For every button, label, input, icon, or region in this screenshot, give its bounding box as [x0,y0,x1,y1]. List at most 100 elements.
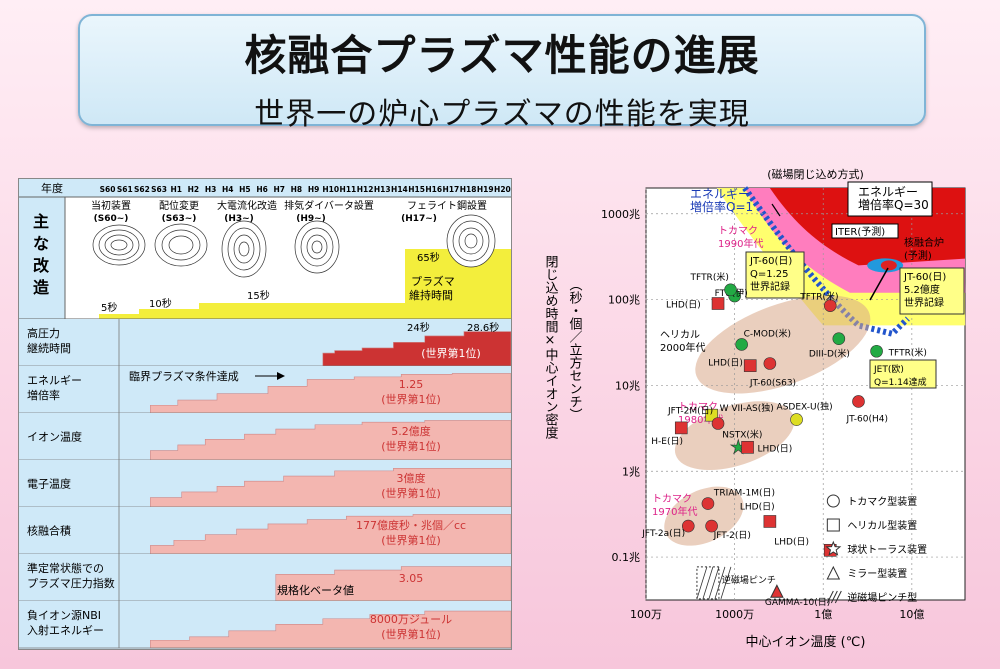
improvement-3-sub: (H9~) [296,214,326,224]
legend-item-0-symbol [826,494,840,508]
point-11 [705,408,718,422]
metric-label-0-0: 高圧力 [27,326,60,340]
ann-toka-1970-1: 1970年代 [652,505,697,518]
year-H7: H7 [274,185,286,194]
ann-helical-2000-1: 2000年代 [660,341,705,354]
metric-4-rank: (世界第1位) [381,533,441,547]
point-22-label: 逆磁場ピンチ [722,574,776,586]
point-12-label: JFT-2M(日) [667,406,713,417]
point-16 [701,497,715,510]
point-22-hatch-1 [702,566,714,600]
legend-item-1-symbol [826,518,840,532]
metric-label-6-0: 負イオン源NBI [27,608,101,622]
lawson-chart: (磁場閉じ込め方式) 1000兆 100兆 10兆 1兆 0.1兆 100万 1000万 1億 1… [540,160,985,650]
ann-jt60-t-2: 世界記録 [904,296,944,309]
point-19-label: LHD(日) [740,501,775,512]
metric-label-1-1: 増倍率 [27,388,60,402]
point-3-label: DIII-D(米) [809,348,850,360]
svg-text:造: 造 [33,278,50,297]
point-11-label: W VII-AS(独) [720,402,774,414]
point-4 [735,338,748,351]
metric-steps-2 [150,420,511,461]
metric-1-rank: (世界第1位) [381,392,441,406]
point-18 [705,519,718,533]
vessel-icon-s60 [92,224,146,266]
duration-15s: 15秒 [247,289,270,302]
improvement-1: 配位変更 [159,199,199,212]
metric-steps-5 [275,566,511,602]
metric-0-value-b: 28.6秒 [467,321,499,334]
improvements-label: 主 [33,212,49,231]
point-15-label: LHD(日) [758,443,793,454]
metric-1-note: 臨界プラズマ条件達成 [129,369,239,383]
year-H16: H16 [425,185,442,194]
ann-jt60-q-1: Q=1.25 [750,269,789,280]
svg-text:改: 改 [33,256,50,275]
metric-label-5-1: プラズマ圧力指数 [27,576,115,590]
progress-panel: 年度 S60 S61 S62 S63 H1 H2 H3 H4 H5 H6 H7 H8 H9 H10 H11 H… [18,178,512,650]
metric-0-value-a: 24秒 [407,321,430,334]
metric-steps-1 [150,373,511,414]
metric-note-arrowhead [277,372,285,380]
year-S62: S62 [134,185,150,194]
y-tick-4: 0.1兆 [612,551,641,564]
legend-item-3-label: ミラー型装置 [847,567,907,580]
ann-reactor-1: (予測) [904,249,932,262]
legend-item-4-label: 逆磁場ピンチ型 [847,591,917,604]
point-12 [711,417,725,430]
ann-jt60-q-0: JT-60(日) [749,256,792,267]
point-19 [763,515,777,528]
x-tick-1: 1000万 [715,608,754,621]
point-9-label: LHD(日) [708,358,743,369]
year-S60: S60 [100,185,116,194]
point-22-hatch-2 [708,566,720,600]
year-H4: H4 [222,185,234,194]
point-5-label: JT-60(S63) [749,379,796,389]
point-13-label: H-E(日) [651,436,683,447]
vessel-icon-s63 [154,223,208,267]
duration-10s: 10秒 [149,297,172,310]
year-H17: H17 [443,185,460,194]
arrow-q1 [771,203,781,217]
ann-jet-box [869,359,937,389]
legend-item-3-symbol [826,565,841,580]
improvement-4: フェライト鋼設置 [407,199,487,212]
year-H6: H6 [256,185,268,194]
point-9 [743,359,757,372]
duration-caption-1: プラズマ [411,274,455,288]
year-S61: S61 [117,185,133,194]
duration-caption-2: 維持時間 [409,288,453,302]
point-10 [790,413,803,426]
ann-jt60-q-box [745,251,805,299]
ann-q1-1: 増倍率Q=1 [690,199,753,214]
legend-item-2-label: 球状トーラス装置 [847,543,927,556]
point-16-label: TRIAM-1M(日) [713,488,775,499]
point-18-label: JFT-2(日) [713,530,751,541]
ann-jet-1: Q=1.14達成 [874,376,927,388]
ann-toka-1990-1: 1990年代 [718,237,763,250]
metric-6-rank: (世界第1位) [381,627,441,641]
ann-q30-box [847,181,933,217]
legend-item-0-label: トカマク型装置 [847,495,917,508]
metric-row-4: 核融合積 177億度秒・兆個／cc(世界第1位) [19,507,511,555]
metric-steps-4 [150,514,511,555]
metric-1-value: 1.25 [399,378,424,391]
reactor-prediction-core [880,260,897,271]
metric-steps-3 [150,468,511,508]
metric-row-3: 電子温度 3億度(世界第1位) [19,460,511,508]
point-7 [724,283,737,297]
point-22-hatch-3 [714,566,726,600]
metric-steps-0 [322,331,511,367]
metric-0-rank: (世界第1位) [421,346,481,360]
year-H3: H3 [205,185,217,194]
metric-label-6-1: 入射エネルギー [27,623,104,637]
arrow-jt60 [869,267,889,301]
metric-label-3-0: 電子温度 [27,477,71,491]
metric-label-5-0: 準定常状態での [27,561,104,575]
point-8-label: LHD(日) [666,300,701,311]
year-header: 年度 [41,181,63,195]
q1-boundary [742,186,910,338]
improvement-2-sub: (H3~) [224,214,254,224]
